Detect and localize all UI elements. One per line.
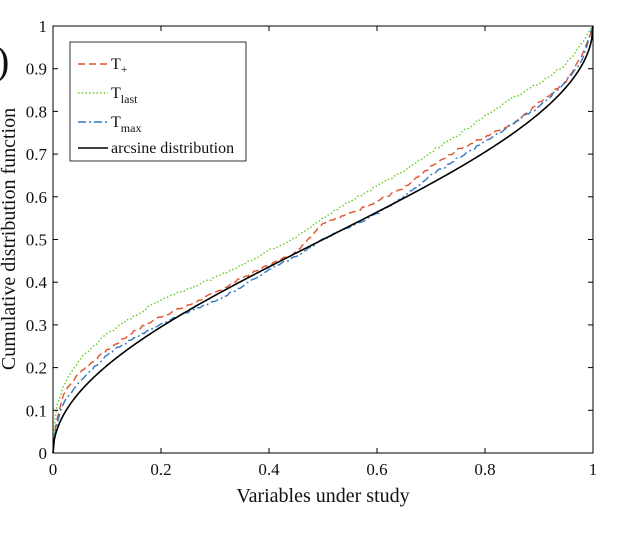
y-tick-label: 0.8 [26, 102, 47, 121]
legend-label-3: arcsine distribution [111, 140, 234, 157]
series-line-0 [52, 25, 594, 454]
panel-label: ) [0, 38, 9, 83]
y-tick-label: 1 [39, 17, 48, 36]
y-axis-ticks: 0 0.1 0.2 0.3 0.4 0.5 0.6 0.7 0.8 0.9 1 [26, 17, 593, 463]
y-tick-label: 0.1 [26, 401, 47, 420]
x-tick-label: 0 [49, 460, 58, 479]
y-axis-label: Cumulative distribution function [0, 108, 20, 370]
y-tick-label: 0.7 [26, 145, 48, 164]
series-layer [52, 25, 594, 454]
series-line-3 [52, 25, 594, 454]
y-tick-label: 0.6 [26, 188, 47, 207]
x-tick-label: 0.8 [474, 460, 495, 479]
x-axis-label: Variables under study [236, 485, 409, 507]
x-tick-label: 0.6 [366, 460, 387, 479]
y-tick-label: 0.2 [26, 359, 47, 378]
x-tick-label: 0.2 [150, 460, 171, 479]
legend-label-1: Tlast [111, 85, 138, 106]
x-axis-ticks: 0 0.2 0.4 0.6 0.8 1 [49, 26, 598, 479]
legend: T+ Tlast Tmax arcsine distribution [69, 41, 247, 162]
y-tick-label: 0 [39, 444, 48, 463]
series-line-1 [52, 25, 594, 454]
y-tick-label: 0.9 [26, 60, 47, 79]
y-tick-label: 0.4 [26, 273, 48, 292]
legend-label-0: T+ [111, 56, 128, 76]
y-tick-label: 0.3 [26, 316, 47, 335]
x-tick-label: 1 [589, 460, 598, 479]
x-tick-label: 0.4 [258, 460, 280, 479]
y-tick-label: 0.5 [26, 231, 47, 250]
legend-box [69, 41, 247, 162]
legend-label-2: Tmax [111, 114, 141, 135]
